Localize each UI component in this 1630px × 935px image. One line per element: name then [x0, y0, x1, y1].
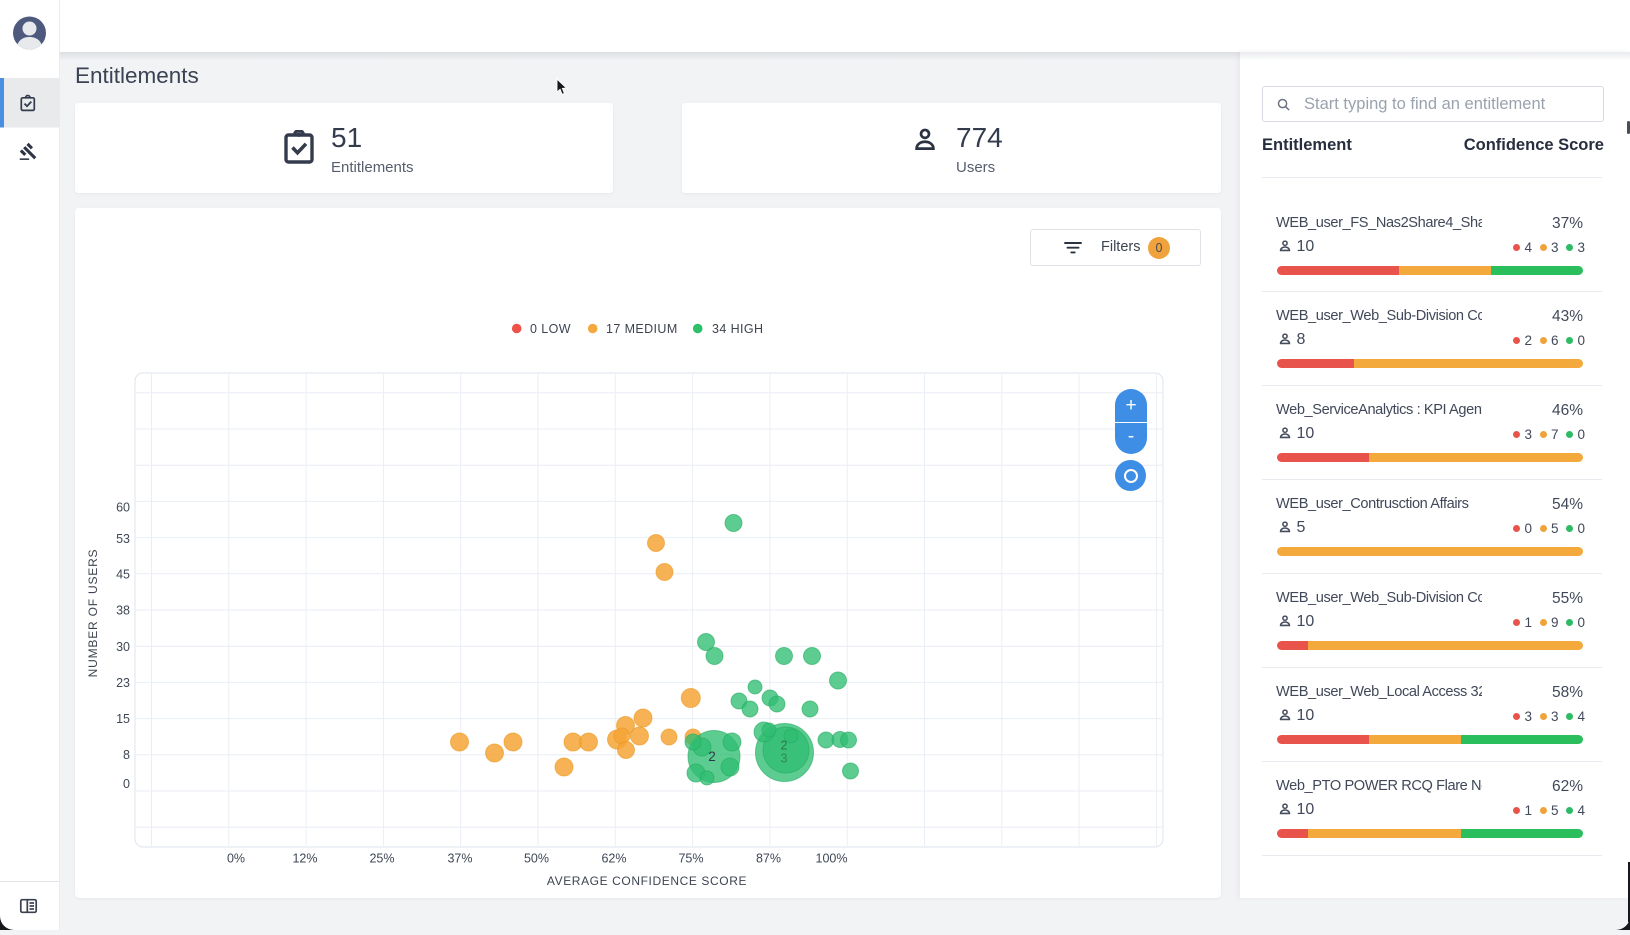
svg-text:62%: 62%: [601, 852, 626, 866]
svg-text:AVERAGE CONFIDENCE SCORE: AVERAGE CONFIDENCE SCORE: [547, 874, 747, 888]
svg-text:2: 2: [708, 749, 716, 764]
svg-text:NUMBER OF USERS: NUMBER OF USERS: [86, 549, 100, 678]
svg-text:0: 0: [123, 777, 130, 791]
svg-text:75%: 75%: [678, 852, 703, 866]
svg-text:0 LOW: 0 LOW: [530, 322, 571, 336]
svg-text:30: 30: [116, 640, 130, 654]
svg-text:23: 23: [116, 676, 130, 690]
svg-text:15: 15: [116, 712, 130, 726]
svg-text:2: 2: [781, 739, 788, 753]
svg-text:12%: 12%: [292, 852, 317, 866]
svg-text:100%: 100%: [816, 852, 848, 866]
svg-text:87%: 87%: [756, 852, 781, 866]
svg-text:60: 60: [116, 501, 130, 515]
svg-text:53: 53: [116, 532, 130, 546]
svg-text:17 MEDIUM: 17 MEDIUM: [606, 322, 678, 336]
svg-text:50%: 50%: [524, 852, 549, 866]
svg-text:25%: 25%: [369, 852, 394, 866]
svg-text:38: 38: [116, 604, 130, 618]
svg-text:45: 45: [116, 568, 130, 582]
svg-text:37%: 37%: [447, 852, 472, 866]
svg-text:34 HIGH: 34 HIGH: [712, 322, 763, 336]
svg-text:8: 8: [123, 748, 130, 762]
svg-text:0%: 0%: [227, 852, 245, 866]
svg-text:3: 3: [781, 752, 788, 766]
